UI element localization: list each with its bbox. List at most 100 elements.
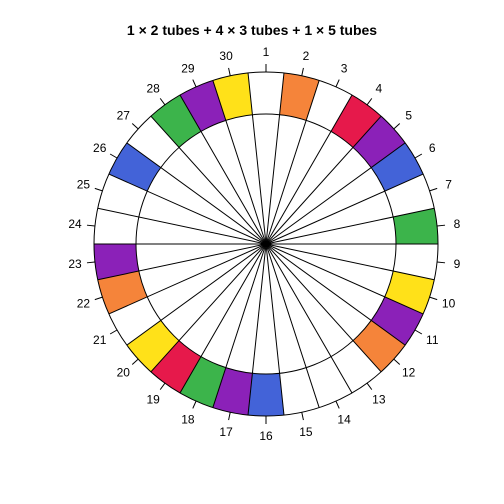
rotor-slot-26	[108, 142, 161, 192]
rotor-slot-7	[384, 174, 435, 217]
position-label: 15	[299, 425, 313, 439]
position-label: 12	[402, 365, 416, 379]
position-tick	[86, 224, 95, 227]
spoke-line	[126, 142, 267, 245]
position-tick	[335, 400, 340, 409]
position-label: 19	[146, 392, 160, 406]
rotor-slot-13	[331, 340, 382, 393]
inner-circle	[135, 113, 397, 375]
position-label: 24	[68, 217, 82, 231]
spoke-line	[179, 94, 267, 245]
position-label: 23	[68, 257, 82, 271]
spoke-line	[265, 207, 435, 245]
spoke-line	[265, 243, 320, 408]
rotor-slot-15	[279, 367, 320, 416]
position-tick	[192, 400, 197, 409]
spoke-line	[265, 80, 320, 245]
position-label: 22	[77, 296, 91, 310]
rotor-slot-24	[94, 208, 139, 244]
position-label: 7	[445, 178, 452, 192]
position-tick	[437, 224, 446, 227]
position-tick	[131, 358, 139, 365]
spoke-line	[265, 115, 382, 245]
position-tick	[437, 261, 446, 264]
spoke-line	[150, 243, 267, 373]
spoke-line	[97, 207, 267, 245]
position-label: 17	[219, 425, 233, 439]
position-label: 28	[146, 82, 160, 96]
rotor-slot-22	[97, 271, 148, 314]
spoke-line	[212, 80, 267, 245]
position-label: 2	[303, 49, 310, 63]
position-label: 8	[454, 217, 461, 231]
position-tick	[414, 329, 423, 335]
spoke-line	[108, 243, 267, 315]
rotor-slot-2	[279, 72, 320, 121]
position-tick	[94, 187, 103, 192]
position-tick	[159, 382, 166, 390]
position-tick	[301, 67, 304, 76]
position-label: 6	[429, 141, 436, 155]
spoke-line	[212, 243, 267, 408]
spoke-line	[179, 243, 267, 394]
rotor-slot-14	[306, 356, 352, 408]
rotor-slot-16	[248, 373, 284, 416]
rotor-title: 1 × 2 tubes + 4 × 3 tubes + 1 × 5 tubes	[126, 22, 378, 38]
position-tick	[366, 382, 373, 390]
position-tick	[414, 153, 423, 159]
spoke-line	[265, 243, 406, 346]
position-label: 21	[93, 333, 107, 347]
spoke-line	[265, 243, 424, 315]
rotor-slot-11	[371, 296, 424, 346]
position-tick	[192, 79, 197, 88]
spoke-line	[265, 243, 382, 373]
position-label: 10	[442, 296, 456, 310]
position-tick	[366, 98, 373, 106]
position-tick	[429, 296, 438, 301]
position-tick	[335, 79, 340, 88]
position-label: 11	[426, 333, 439, 347]
position-label: 1	[263, 45, 270, 59]
position-label: 29	[181, 62, 195, 76]
rotor-slot-6	[371, 142, 424, 192]
rotor-slot-21	[108, 296, 161, 346]
spoke-line	[265, 94, 353, 245]
rotor-slot-30	[212, 72, 253, 121]
rotor-slot-1	[248, 71, 284, 115]
position-tick	[94, 296, 103, 301]
position-label: 14	[337, 412, 351, 426]
position-label: 4	[376, 82, 383, 96]
position-tick	[429, 187, 438, 192]
rotor-slot-19	[150, 340, 201, 393]
position-label: 26	[93, 141, 107, 155]
position-tick	[159, 98, 166, 106]
position-tick	[228, 67, 231, 76]
rotor-slot-27	[126, 116, 180, 168]
rotor-slot-20	[126, 320, 180, 372]
spoke-line	[126, 243, 267, 346]
spoke-line	[247, 72, 267, 245]
rotor-slot-8	[393, 208, 438, 244]
position-tick	[301, 412, 304, 421]
position-tick	[228, 412, 231, 421]
spoke-line	[265, 243, 435, 281]
position-tick	[86, 261, 95, 264]
spoke-line	[265, 72, 285, 245]
rotor-slot-12	[352, 320, 406, 372]
spoke-line	[97, 243, 267, 281]
rotor-slot-17	[212, 367, 253, 416]
rotor-slot-23	[94, 244, 139, 280]
spoke-line	[108, 173, 267, 245]
spoke-line	[265, 173, 424, 245]
position-label: 16	[259, 429, 273, 443]
position-label: 30	[219, 49, 233, 63]
position-tick	[393, 358, 401, 365]
position-label: 27	[117, 109, 131, 123]
spoke-line	[247, 243, 267, 416]
position-tick	[109, 329, 118, 335]
spoke-line	[265, 243, 285, 416]
rotor-slot-3	[306, 80, 352, 132]
position-label: 3	[341, 62, 348, 76]
position-tick	[131, 123, 139, 130]
rotor-slot-29	[180, 80, 226, 132]
